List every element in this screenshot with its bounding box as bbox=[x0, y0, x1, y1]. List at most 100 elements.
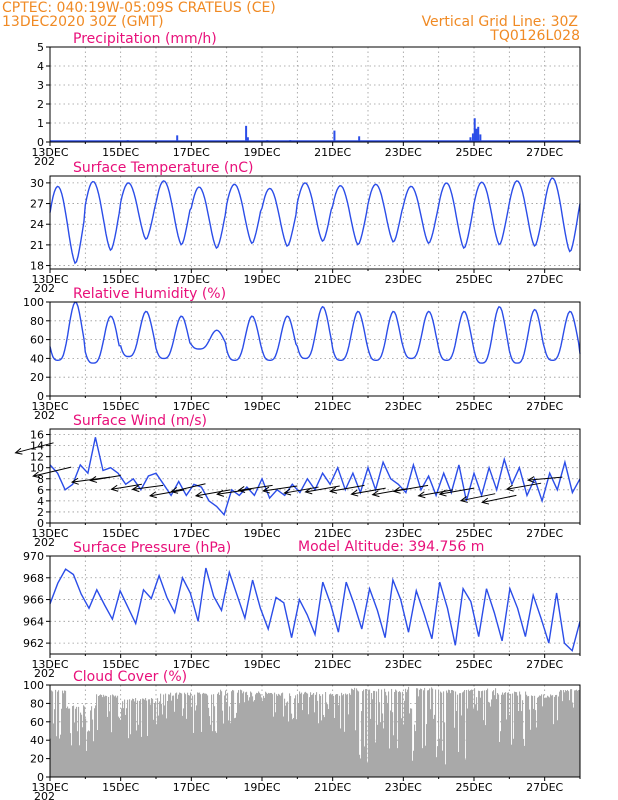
cloud-column bbox=[132, 698, 134, 777]
cloud-column bbox=[271, 692, 273, 777]
wind-vector-head bbox=[283, 488, 292, 496]
panel-5: 962 964 966 968 970 13DEC 15DEC 17DEC 19DEC 21DEC… bbox=[23, 540, 581, 680]
cloud-column bbox=[229, 706, 231, 777]
cloud-column bbox=[329, 694, 331, 777]
y-tick-label: 20 bbox=[30, 371, 44, 384]
x-tick-label: 13DEC bbox=[31, 781, 68, 794]
cloud-column bbox=[435, 689, 437, 777]
cloud-column bbox=[291, 713, 293, 777]
cloud-column bbox=[161, 703, 163, 777]
cloud-column bbox=[527, 696, 529, 777]
x-tick-label: 19DEC bbox=[243, 658, 280, 671]
cloud-column bbox=[444, 722, 446, 777]
cloud-column bbox=[57, 691, 59, 777]
cloud-column bbox=[283, 716, 285, 777]
cloud-column bbox=[215, 731, 217, 777]
cloud-column bbox=[207, 695, 209, 777]
cloud-column bbox=[250, 691, 252, 777]
cloud-column bbox=[131, 700, 133, 777]
panel-frame bbox=[49, 555, 581, 655]
cloud-column bbox=[515, 691, 517, 777]
x-tick-label: 27DEC bbox=[526, 146, 563, 159]
panel-title: Relative Humidity (%) bbox=[73, 286, 226, 302]
wind-vector bbox=[149, 489, 185, 497]
cloud-column bbox=[252, 696, 254, 777]
cloud-column bbox=[391, 688, 393, 777]
wind-vector-head bbox=[329, 486, 338, 494]
cloud-column bbox=[64, 690, 66, 777]
cloud-column bbox=[377, 724, 379, 777]
wind-vector-head bbox=[505, 484, 514, 492]
cloud-column bbox=[325, 692, 327, 777]
cloud-column bbox=[496, 699, 498, 777]
cloud-column bbox=[422, 748, 424, 777]
cloud-column bbox=[167, 700, 169, 777]
cloud-column bbox=[244, 702, 246, 777]
cloud-column bbox=[139, 700, 141, 777]
y-tick-label: 1 bbox=[37, 117, 44, 130]
wind-vector bbox=[351, 487, 386, 495]
cloud-column bbox=[572, 702, 574, 777]
wind-vector bbox=[238, 484, 273, 491]
wind-vector-head bbox=[392, 486, 401, 494]
cloud-column bbox=[539, 695, 541, 777]
cloud-column bbox=[254, 700, 256, 777]
cloud-column bbox=[454, 727, 456, 777]
cloud-column bbox=[509, 714, 511, 777]
wind-vector bbox=[217, 488, 252, 495]
cloud-column bbox=[50, 738, 52, 777]
cloud-column bbox=[205, 693, 207, 777]
cloud-column bbox=[317, 700, 319, 777]
cloud-column bbox=[565, 690, 567, 777]
cloud-column bbox=[575, 690, 577, 777]
cloud-column bbox=[243, 691, 245, 777]
cloud-column bbox=[383, 728, 385, 777]
cloud-column bbox=[120, 719, 122, 777]
cloud-column bbox=[348, 714, 350, 777]
wind-vector-head bbox=[459, 496, 468, 503]
cloud-column bbox=[110, 695, 112, 777]
cloud-column bbox=[556, 694, 558, 777]
wind-vector bbox=[132, 484, 164, 490]
cloud-column bbox=[481, 691, 483, 777]
cloud-column bbox=[493, 690, 495, 777]
cloud-column bbox=[357, 690, 359, 777]
panel-title: Cloud Cover (%) bbox=[73, 669, 187, 685]
y-tick-label: 80 bbox=[30, 315, 44, 328]
cloud-column bbox=[259, 692, 261, 777]
cloud-column bbox=[322, 694, 324, 777]
cloud-column bbox=[397, 748, 399, 777]
cloud-column bbox=[476, 697, 478, 777]
cloud-column bbox=[421, 689, 423, 777]
cloud-column bbox=[72, 706, 74, 777]
x-tick-label: 25DEC bbox=[455, 400, 492, 413]
cloud-column bbox=[76, 706, 78, 777]
cloud-column bbox=[428, 690, 430, 777]
precip-bar bbox=[469, 137, 472, 142]
cloud-column bbox=[320, 695, 322, 777]
y-tick-label: 14 bbox=[30, 440, 44, 453]
cloud-column bbox=[122, 701, 124, 777]
x-tick-label: 17DEC bbox=[173, 146, 210, 159]
cloud-column bbox=[74, 722, 76, 777]
x-tick-label: 21DEC bbox=[314, 781, 351, 794]
x-tick-label: 27DEC bbox=[526, 273, 563, 286]
panel-title: Surface Pressure (hPa) bbox=[73, 540, 231, 556]
cloud-column bbox=[530, 729, 532, 777]
cloud-column bbox=[505, 692, 507, 777]
cloud-column bbox=[208, 707, 210, 777]
cloud-column bbox=[173, 695, 175, 777]
cloud-column bbox=[91, 706, 93, 777]
cloud-column bbox=[170, 692, 172, 777]
cloud-column bbox=[307, 693, 309, 777]
panel-1: 0 1 2 3 4 5 13DEC 15DEC 17DEC 19DEC 21DEC 23DEC 25DE… bbox=[31, 31, 581, 168]
precip-bar bbox=[246, 137, 249, 142]
cloud-column bbox=[372, 699, 374, 777]
cloud-column bbox=[63, 693, 65, 777]
cloud-column bbox=[127, 699, 129, 777]
cloud-column bbox=[318, 723, 320, 777]
x-tick-label: 27DEC bbox=[526, 400, 563, 413]
y-tick-label: 24 bbox=[30, 218, 44, 231]
cloud-column bbox=[286, 702, 288, 777]
